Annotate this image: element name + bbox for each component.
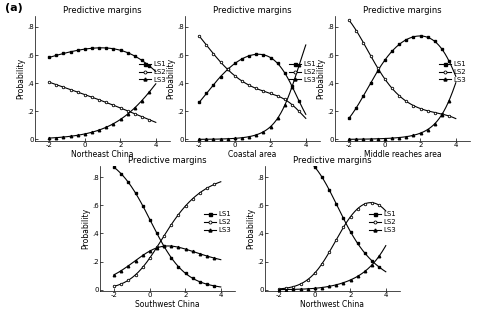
- Legend: LS1, LS2, LS3: LS1, LS2, LS3: [203, 211, 232, 234]
- Title: Predictive margins: Predictive margins: [293, 156, 372, 165]
- Legend: LS1, LS2, LS3: LS1, LS2, LS3: [438, 60, 466, 84]
- Y-axis label: Probability: Probability: [316, 58, 326, 99]
- X-axis label: Coastal area: Coastal area: [228, 150, 276, 159]
- Title: Predictive margins: Predictive margins: [363, 6, 442, 15]
- Legend: LS1, LS2, LS3: LS1, LS2, LS3: [138, 60, 166, 84]
- X-axis label: Northwest China: Northwest China: [300, 300, 364, 309]
- Y-axis label: Probability: Probability: [82, 208, 90, 249]
- Title: Predictive margins: Predictive margins: [63, 6, 142, 15]
- Text: (a): (a): [5, 3, 23, 13]
- Legend: LS1, LS2, LS3: LS1, LS2, LS3: [368, 211, 396, 234]
- Y-axis label: Probability: Probability: [246, 208, 256, 249]
- Y-axis label: Probability: Probability: [16, 58, 26, 99]
- X-axis label: Northeast China: Northeast China: [72, 150, 134, 159]
- X-axis label: Southwest China: Southwest China: [135, 300, 200, 309]
- Legend: LS1, LS2, LS3: LS1, LS2, LS3: [288, 60, 316, 84]
- Title: Predictive margins: Predictive margins: [213, 6, 292, 15]
- Y-axis label: Probability: Probability: [166, 58, 175, 99]
- Title: Predictive margins: Predictive margins: [128, 156, 207, 165]
- X-axis label: Middle reaches area: Middle reaches area: [364, 150, 442, 159]
